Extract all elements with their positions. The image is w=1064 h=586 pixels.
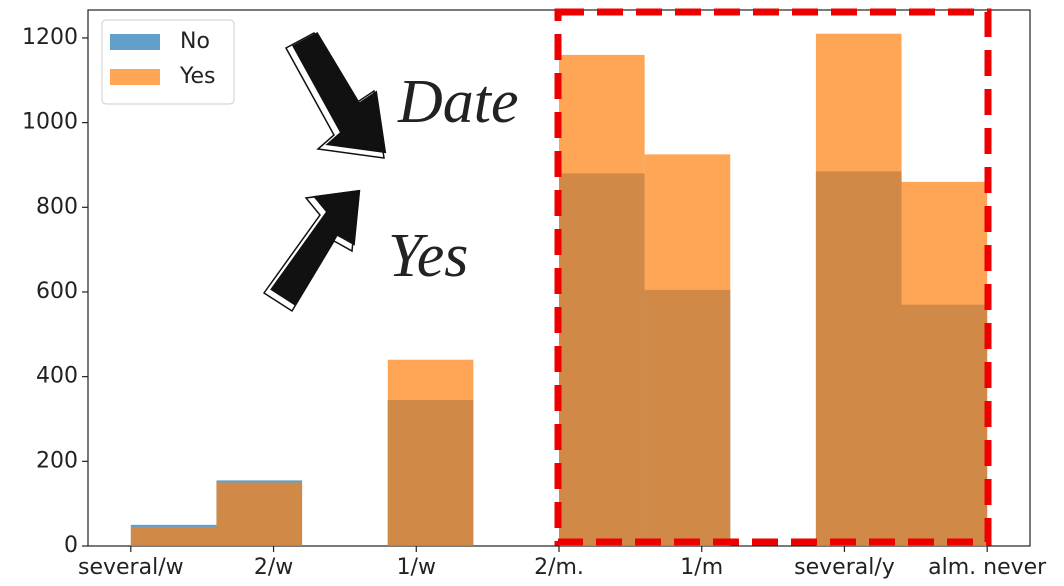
y-tick-label: 0: [64, 533, 78, 558]
highlight-box: [554, 8, 992, 546]
bar: [387, 359, 474, 546]
y-tick-label: 1000: [22, 110, 78, 135]
legend-swatch: [110, 34, 160, 50]
bar: [644, 154, 731, 546]
legend-box: [101, 19, 235, 105]
legend-label: Yes: [179, 64, 216, 89]
x-tick-label: 1/w: [397, 555, 436, 580]
arrow-up: [262, 186, 364, 313]
y-tick-label: 1200: [22, 25, 78, 50]
bar: [815, 33, 902, 546]
bar: [130, 526, 217, 546]
x-tick-label: several/w: [78, 555, 184, 580]
legend-label: No: [180, 29, 210, 54]
y-tick-label: 400: [36, 364, 78, 389]
y-tick-label: 200: [36, 448, 78, 473]
x-tick-label: 2/w: [254, 555, 293, 580]
x-tick-label: several/y: [794, 555, 895, 580]
arrow-down: [284, 28, 390, 159]
bar: [901, 181, 988, 546]
y-tick-label: 600: [36, 279, 78, 304]
x-tick-label: alm. never: [928, 555, 1047, 580]
bars: [130, 33, 988, 547]
y-tick-label: 800: [36, 194, 78, 219]
bar: [559, 54, 645, 546]
bar: [216, 482, 303, 546]
legend-swatch: [110, 69, 160, 85]
legend: No Yes: [101, 19, 235, 105]
annotation: Date: [397, 68, 519, 136]
x-tick-label: 1/m: [680, 555, 723, 580]
annotation: Yes: [388, 222, 468, 290]
x-tick-label: 2/m.: [534, 555, 584, 580]
